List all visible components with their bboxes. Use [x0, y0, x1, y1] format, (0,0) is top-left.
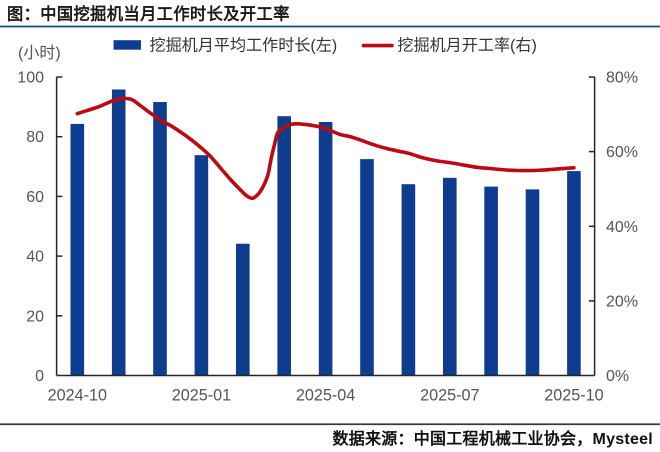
svg-text:数据来源：中国工程机械工业协会，Mysteel: 数据来源：中国工程机械工业协会，Mysteel: [333, 429, 653, 448]
svg-text:100: 100: [17, 70, 44, 87]
svg-text:40%: 40%: [606, 219, 638, 236]
svg-text:2025-10: 2025-10: [544, 387, 603, 405]
svg-text:(小时): (小时): [18, 44, 61, 62]
svg-text:0%: 0%: [606, 368, 629, 385]
svg-text:挖掘机月平均工作时长(左): 挖掘机月平均工作时长(左): [150, 37, 338, 55]
svg-text:20: 20: [26, 308, 44, 325]
svg-text:2025-07: 2025-07: [420, 387, 479, 405]
svg-text:20%: 20%: [606, 293, 638, 310]
svg-text:80: 80: [26, 129, 44, 146]
svg-text:60%: 60%: [606, 144, 638, 161]
svg-text:2025-04: 2025-04: [296, 387, 355, 405]
svg-text:挖掘机月开工率(右): 挖掘机月开工率(右): [397, 37, 536, 55]
svg-text:80%: 80%: [606, 70, 638, 87]
svg-text:图：中国挖掘机当月工作时长及开工率: 图：中国挖掘机当月工作时长及开工率: [7, 5, 290, 24]
svg-text:2024-10: 2024-10: [48, 387, 107, 405]
svg-text:2025-01: 2025-01: [172, 387, 231, 405]
svg-text:40: 40: [26, 249, 44, 266]
svg-text:0: 0: [35, 368, 44, 385]
svg-text:60: 60: [26, 189, 44, 206]
